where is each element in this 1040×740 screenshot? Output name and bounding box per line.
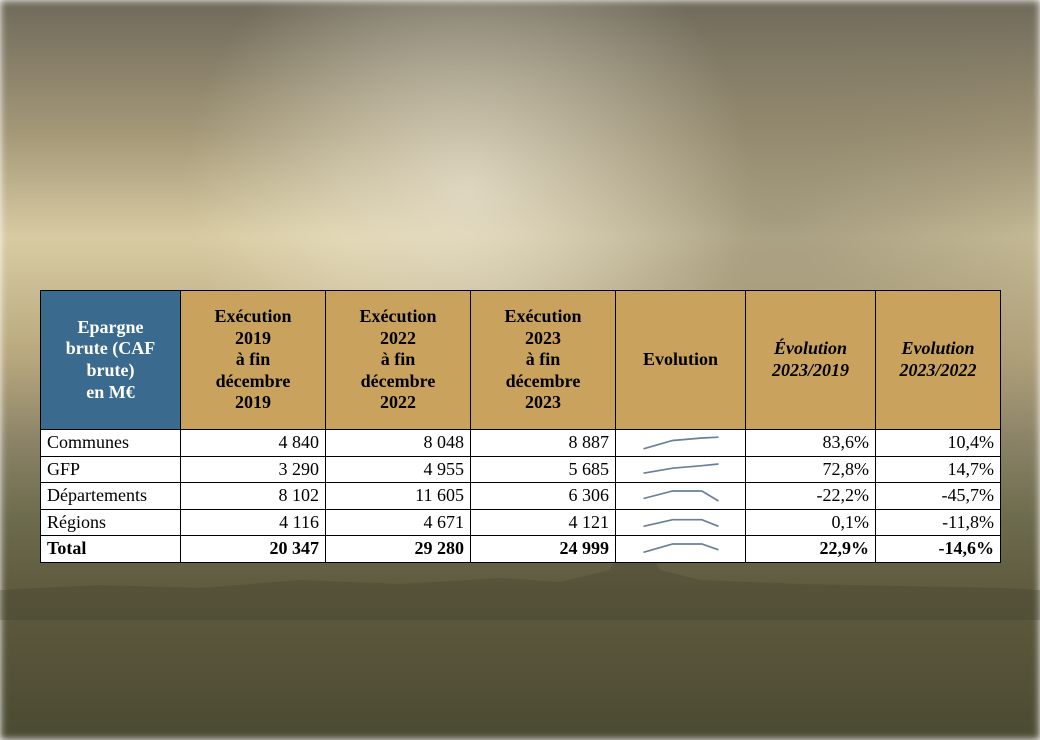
cell-value: 4 840 (181, 430, 326, 457)
sparkline-icon (634, 433, 728, 453)
header-evo-2023-2022: Evolution2023/2022 (876, 291, 1001, 430)
cell-value: 4 116 (181, 509, 326, 536)
sparkline-icon (634, 539, 728, 559)
header-exec-2022: Exécution2022à findécembre2022 (326, 291, 471, 430)
table-row: Régions4 1164 6714 121 0,1%-11,8% (41, 509, 1001, 536)
cell-value: 6 306 (471, 483, 616, 510)
cell-evolution: 0,1% (746, 509, 876, 536)
sparkline-cell (616, 536, 746, 563)
cell-evolution: -14,6% (876, 536, 1001, 563)
row-label: Communes (41, 430, 181, 457)
cell-value: 4 955 (326, 456, 471, 483)
cell-value: 11 605 (326, 483, 471, 510)
sparkline-icon (634, 459, 728, 479)
cell-value: 20 347 (181, 536, 326, 563)
cell-value: 8 102 (181, 483, 326, 510)
header-exec-2023: Exécution2023à findécembre2023 (471, 291, 616, 430)
cell-value: 8 887 (471, 430, 616, 457)
header-evolution-spark: Evolution (616, 291, 746, 430)
cell-evolution: -22,2% (746, 483, 876, 510)
cell-evolution: 83,6% (746, 430, 876, 457)
header-evo-2023-2019: Évolution2023/2019 (746, 291, 876, 430)
table-row: Départements8 10211 6056 306 -22,2%-45,7% (41, 483, 1001, 510)
epargne-brute-table: Epargnebrute (CAFbrute)en M€ Exécution20… (40, 290, 1001, 563)
cell-evolution: 14,7% (876, 456, 1001, 483)
sparkline-icon (634, 486, 728, 506)
cell-value: 29 280 (326, 536, 471, 563)
header-evolution-label: Evolution (643, 349, 718, 369)
table-row: Total20 34729 28024 999 22,9%-14,6% (41, 536, 1001, 563)
cell-value: 3 290 (181, 456, 326, 483)
header-rowhead: Epargnebrute (CAFbrute)en M€ (41, 291, 181, 430)
sparkline-cell (616, 456, 746, 483)
cell-value: 4 121 (471, 509, 616, 536)
cell-evolution: 72,8% (746, 456, 876, 483)
header-exec-2019: Exécution2019à findécembre2019 (181, 291, 326, 430)
cell-value: 24 999 (471, 536, 616, 563)
cell-value: 5 685 (471, 456, 616, 483)
row-label: Départements (41, 483, 181, 510)
data-table-container: Epargnebrute (CAFbrute)en M€ Exécution20… (40, 290, 1000, 563)
cell-evolution: -45,7% (876, 483, 1001, 510)
sparkline-cell (616, 509, 746, 536)
row-label: Régions (41, 509, 181, 536)
sparkline-cell (616, 483, 746, 510)
table-row: GFP3 2904 9555 685 72,8%14,7% (41, 456, 1001, 483)
row-label: GFP (41, 456, 181, 483)
cell-value: 4 671 (326, 509, 471, 536)
sparkline-icon (634, 513, 728, 533)
row-label: Total (41, 536, 181, 563)
cell-value: 8 048 (326, 430, 471, 457)
table-row: Communes4 8408 0488 887 83,6%10,4% (41, 430, 1001, 457)
sparkline-cell (616, 430, 746, 457)
cell-evolution: 10,4% (876, 430, 1001, 457)
cell-evolution: -11,8% (876, 509, 1001, 536)
table-body: Communes4 8408 0488 88783,6%10,4%GFP3 29… (41, 430, 1001, 563)
cell-evolution: 22,9% (746, 536, 876, 563)
table-header-row: Epargnebrute (CAFbrute)en M€ Exécution20… (41, 291, 1001, 430)
